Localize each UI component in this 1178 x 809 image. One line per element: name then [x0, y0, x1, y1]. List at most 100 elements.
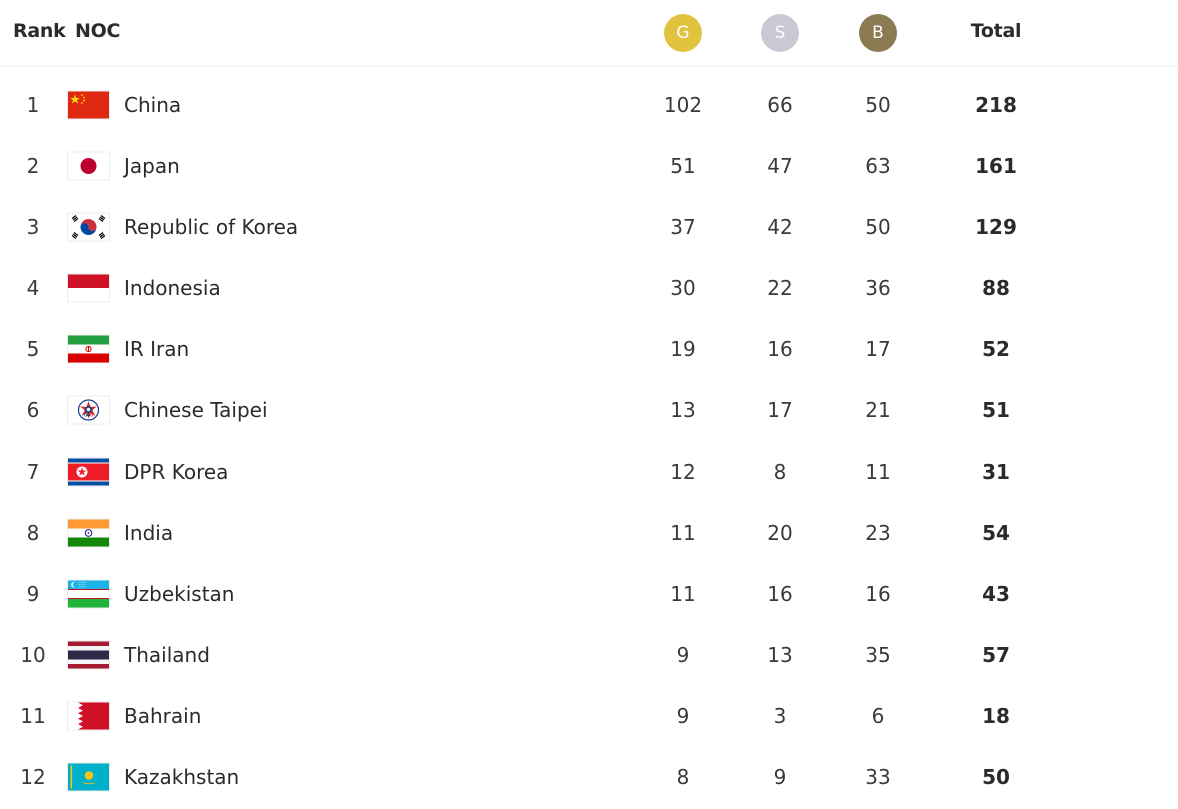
- table-row[interactable]: 6 Chinese Taipei 13 17 21 51: [0, 379, 1178, 440]
- rank-column-header[interactable]: Rank: [13, 20, 66, 42]
- rank-cell: 2: [26, 153, 40, 178]
- uzbekistan-flag-icon: [68, 580, 109, 607]
- table-row[interactable]: 2 Japan 51 47 63 161: [0, 135, 1178, 196]
- table-row[interactable]: 9 Uzbekistan 11 16 16 43: [0, 563, 1178, 624]
- gold-count: 12: [670, 459, 696, 484]
- silver-count: 13: [767, 642, 793, 667]
- noc-link[interactable]: Thailand: [124, 642, 210, 667]
- bronze-count: 6: [871, 703, 885, 728]
- gold-count: 9: [676, 642, 690, 667]
- rank-cell: 12: [20, 764, 46, 789]
- total-count: 129: [975, 214, 1017, 239]
- chinese-taipei-flag-icon: [68, 396, 109, 423]
- bronze-count: 16: [865, 581, 891, 606]
- silver-count: 17: [767, 397, 793, 422]
- silver-count: 16: [767, 581, 793, 606]
- gold-count: 11: [670, 520, 696, 545]
- rank-cell: 4: [26, 275, 40, 300]
- korea-flag-icon: [68, 213, 109, 240]
- noc-link[interactable]: Republic of Korea: [124, 214, 299, 239]
- gold-count: 8: [676, 764, 690, 789]
- noc-link[interactable]: Kazakhstan: [124, 764, 240, 789]
- noc-link[interactable]: Chinese Taipei: [124, 397, 268, 422]
- noc-link[interactable]: Japan: [124, 153, 180, 178]
- table-row[interactable]: 12 Kazakhstan 8 9 33 50: [0, 746, 1178, 807]
- noc-link[interactable]: China: [124, 92, 182, 117]
- india-flag-icon: [68, 519, 109, 546]
- total-column-header[interactable]: Total: [970, 20, 1022, 42]
- bronze-count: 63: [865, 153, 891, 178]
- rank-cell: 8: [26, 520, 40, 545]
- bronze-count: 11: [865, 459, 891, 484]
- silver-count: 9: [773, 764, 787, 789]
- bahrain-flag-icon: [68, 702, 109, 729]
- table-header: Rank NOC G S B Total: [0, 0, 1178, 67]
- bronze-count: 50: [865, 214, 891, 239]
- noc-link[interactable]: IR Iran: [124, 336, 190, 361]
- china-flag-icon: [68, 91, 109, 118]
- silver-count: 20: [767, 520, 793, 545]
- noc-link[interactable]: Uzbekistan: [124, 581, 235, 606]
- bronze-count: 23: [865, 520, 891, 545]
- total-count: 18: [982, 703, 1010, 728]
- table-row[interactable]: 3 Republic of Korea 37 42 50 129: [0, 196, 1178, 257]
- table-row[interactable]: 10 Thailand 9 13 35 57: [0, 624, 1178, 685]
- rank-cell: 6: [26, 397, 40, 422]
- table-row[interactable]: 5 IR Iran 19 16 17 52: [0, 318, 1178, 379]
- gold-medal-icon[interactable]: G: [664, 14, 702, 52]
- silver-count: 66: [767, 92, 793, 117]
- gold-count: 11: [670, 581, 696, 606]
- rank-cell: 3: [26, 214, 40, 239]
- rank-cell: 7: [26, 459, 40, 484]
- rank-cell: 1: [26, 92, 40, 117]
- bronze-count: 21: [865, 397, 891, 422]
- gold-count: 51: [670, 153, 696, 178]
- noc-link[interactable]: Indonesia: [124, 275, 221, 300]
- table-row[interactable]: 7 DPR Korea 12 8 11 31: [0, 441, 1178, 502]
- silver-count: 22: [767, 275, 793, 300]
- bronze-count: 17: [865, 336, 891, 361]
- thailand-flag-icon: [68, 641, 109, 668]
- bronze-count: 33: [865, 764, 891, 789]
- total-count: 161: [975, 153, 1017, 178]
- table-row[interactable]: 11 Bahrain 9 3 6 18: [0, 685, 1178, 746]
- total-count: 88: [982, 275, 1010, 300]
- total-count: 43: [982, 581, 1010, 606]
- total-count: 52: [982, 336, 1010, 361]
- silver-count: 3: [773, 703, 787, 728]
- bronze-count: 50: [865, 92, 891, 117]
- noc-column-header[interactable]: NOC: [75, 20, 121, 42]
- total-count: 51: [982, 397, 1010, 422]
- rank-cell: 9: [26, 581, 40, 606]
- kazakhstan-flag-icon: [68, 763, 109, 790]
- total-count: 50: [982, 764, 1010, 789]
- noc-link[interactable]: India: [124, 520, 174, 545]
- bronze-count: 35: [865, 642, 891, 667]
- gold-count: 19: [670, 336, 696, 361]
- rank-cell: 11: [20, 703, 46, 728]
- dpr-korea-flag-icon: [68, 458, 109, 485]
- gold-count: 30: [670, 275, 696, 300]
- gold-count: 102: [663, 92, 703, 117]
- table-row[interactable]: 1 China 102 66 50 218: [0, 74, 1178, 135]
- table-row[interactable]: 8 India 11 20 23 54: [0, 502, 1178, 563]
- silver-count: 8: [773, 459, 787, 484]
- japan-flag-icon: [68, 152, 109, 179]
- silver-count: 42: [767, 214, 793, 239]
- indonesia-flag-icon: [68, 274, 109, 301]
- bronze-count: 36: [865, 275, 891, 300]
- gold-count: 9: [676, 703, 690, 728]
- rank-cell: 10: [20, 642, 46, 667]
- gold-count: 37: [670, 214, 696, 239]
- silver-medal-icon[interactable]: S: [761, 14, 799, 52]
- bronze-medal-icon[interactable]: B: [859, 14, 897, 52]
- silver-count: 16: [767, 336, 793, 361]
- table-row[interactable]: 4 Indonesia 30 22 36 88: [0, 257, 1178, 318]
- total-count: 54: [982, 520, 1010, 545]
- total-count: 57: [982, 642, 1010, 667]
- noc-link[interactable]: DPR Korea: [124, 459, 229, 484]
- iran-flag-icon: [68, 335, 109, 362]
- noc-link[interactable]: Bahrain: [124, 703, 202, 728]
- total-count: 31: [982, 459, 1010, 484]
